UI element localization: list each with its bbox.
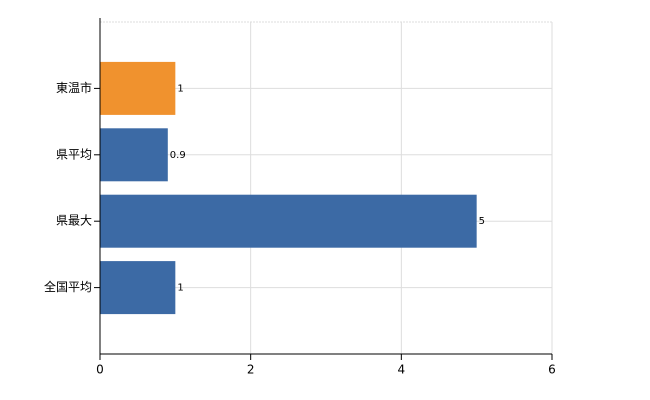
x-tick-label: 4 bbox=[398, 363, 406, 377]
y-tick-label: 県平均 bbox=[56, 147, 92, 161]
x-tick-label: 6 bbox=[548, 363, 556, 377]
y-tick-label: 全国平均 bbox=[44, 279, 92, 294]
bar bbox=[100, 61, 176, 115]
x-tick-label: 0 bbox=[96, 363, 104, 377]
y-tick-label: 県最大 bbox=[56, 214, 92, 228]
y-tick-label: 東温市 bbox=[56, 80, 92, 95]
value-label: 1 bbox=[177, 83, 183, 94]
bar bbox=[100, 261, 176, 315]
bar bbox=[100, 128, 168, 182]
x-tick-label: 2 bbox=[247, 363, 255, 377]
value-label: 1 bbox=[177, 283, 183, 294]
bar bbox=[100, 194, 477, 248]
value-label: 0.9 bbox=[170, 150, 186, 161]
value-label: 5 bbox=[479, 216, 485, 227]
